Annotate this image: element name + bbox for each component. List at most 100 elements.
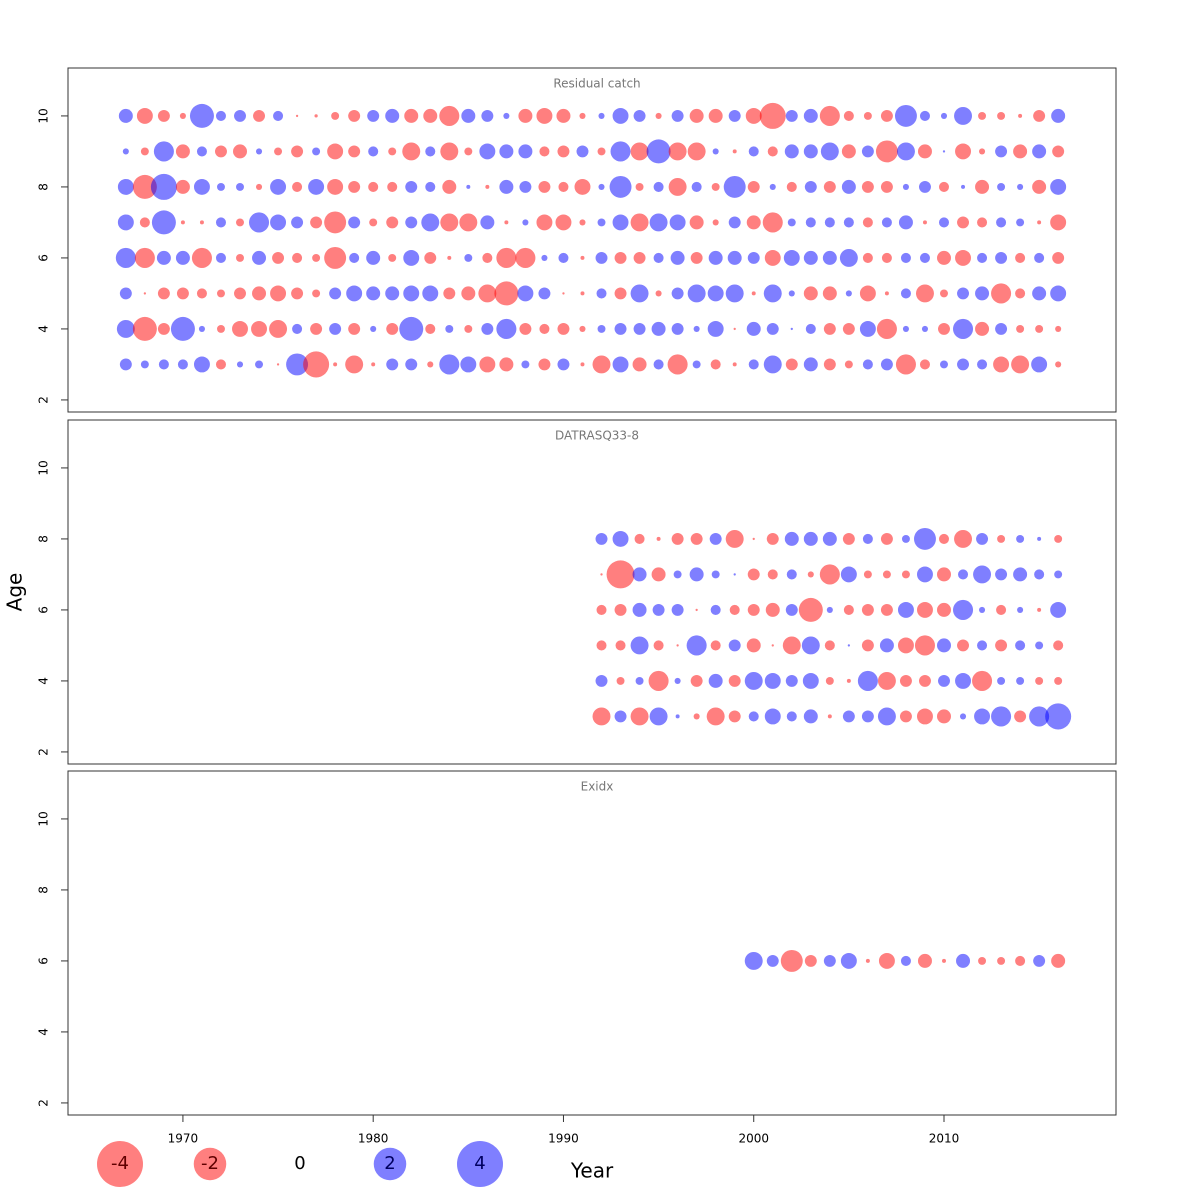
bubble	[991, 283, 1012, 304]
bubble	[158, 359, 169, 370]
bubble	[653, 252, 664, 263]
bubble	[798, 597, 823, 622]
legend-label: -2	[201, 1153, 219, 1174]
bubble	[991, 706, 1012, 727]
bubble	[915, 284, 934, 303]
bubble	[784, 531, 799, 546]
bubble	[877, 671, 896, 690]
bubble	[215, 359, 226, 370]
bubble	[348, 109, 361, 122]
panel-frame	[67, 67, 1117, 413]
bubble	[443, 287, 456, 300]
bubble	[249, 212, 270, 233]
bubble	[902, 183, 909, 190]
bubble	[861, 145, 874, 158]
bubble	[900, 288, 911, 299]
bubble	[481, 109, 494, 122]
bubble	[346, 285, 363, 302]
bubble	[826, 606, 833, 613]
bubble	[712, 219, 719, 226]
bubble	[690, 251, 703, 264]
bubble	[997, 956, 1006, 965]
bubble	[733, 573, 736, 576]
bubble	[345, 355, 364, 374]
bubble	[745, 107, 762, 124]
bubble	[196, 146, 207, 157]
bubble	[978, 111, 987, 120]
bubble	[270, 178, 287, 195]
bubble	[366, 286, 381, 301]
bubble	[216, 324, 225, 333]
bubble	[189, 103, 214, 128]
bubble	[176, 287, 189, 300]
bubble	[630, 284, 649, 303]
bubble	[445, 324, 454, 333]
bubble	[996, 217, 1007, 228]
bubble	[957, 358, 969, 371]
bubble	[997, 534, 1006, 543]
bubble	[847, 644, 851, 647]
bubble	[827, 714, 832, 719]
bubble	[423, 108, 438, 123]
bubble	[783, 249, 800, 266]
legend-bubble	[457, 1141, 503, 1187]
bubble	[308, 178, 325, 195]
bubble	[822, 250, 837, 265]
x-tick-label: 1990	[548, 1132, 579, 1146]
bubble	[824, 217, 835, 228]
bubble	[787, 218, 796, 227]
bubble	[614, 322, 627, 335]
bubble	[1016, 534, 1025, 543]
bubble	[464, 324, 473, 333]
bubble	[807, 571, 814, 578]
bubble	[425, 323, 436, 334]
bubble	[118, 108, 133, 123]
bubble	[692, 360, 701, 369]
bubble	[711, 182, 720, 191]
bubble	[861, 710, 874, 723]
bubble	[671, 322, 684, 335]
bubble	[447, 255, 452, 260]
bubble	[723, 175, 746, 198]
bubble	[1016, 324, 1025, 333]
bubble	[312, 253, 321, 262]
bubble	[859, 285, 876, 302]
bubble	[292, 181, 303, 192]
bubble	[175, 250, 190, 265]
bubble	[805, 217, 816, 228]
bubble	[747, 251, 760, 264]
bubble	[840, 566, 857, 583]
bubble	[215, 252, 226, 263]
bubble	[937, 638, 951, 653]
bubble	[706, 707, 725, 726]
bubble	[1032, 179, 1047, 194]
bubble	[614, 287, 627, 300]
bubble	[368, 181, 379, 192]
bubble	[671, 109, 684, 122]
bubble	[846, 678, 851, 683]
bubble	[461, 108, 476, 123]
bubble	[785, 109, 798, 122]
bubble	[439, 354, 460, 375]
bubble	[845, 290, 852, 297]
bubble	[690, 532, 703, 545]
legend-bubble	[193, 1147, 227, 1181]
bubble	[633, 251, 646, 264]
bubble	[632, 602, 647, 617]
bubble	[803, 357, 818, 372]
bubble	[842, 710, 855, 723]
bubble	[348, 145, 361, 158]
bubble	[1035, 641, 1044, 650]
bubble	[595, 532, 608, 545]
bubble	[859, 320, 876, 337]
bubble	[388, 253, 397, 262]
bubble	[766, 954, 779, 967]
bubble	[839, 248, 858, 267]
bubble	[881, 252, 892, 263]
bubble	[914, 635, 935, 656]
bubble	[653, 359, 664, 370]
bubble	[764, 249, 781, 266]
bubble	[712, 148, 719, 155]
bubble	[193, 356, 210, 373]
bubble	[276, 363, 280, 366]
